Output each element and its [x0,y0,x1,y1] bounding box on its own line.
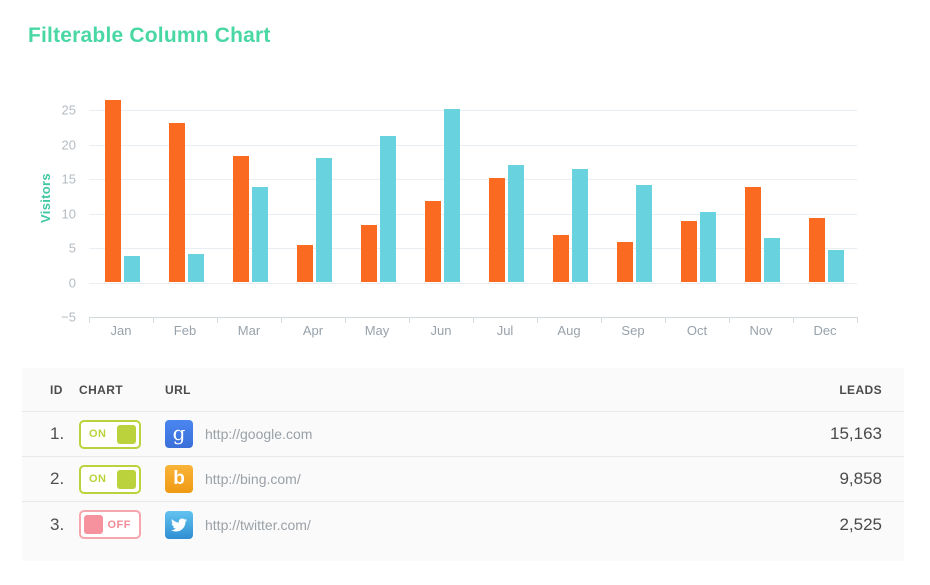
header-id: ID [50,382,63,397]
filter-table: ID CHART URL LEADS 1. ON g http://google… [22,368,904,561]
x-axis-label: Jun [430,323,452,338]
leads-value: 2,525 [839,514,882,534]
column-google-feb[interactable] [169,123,185,283]
leads-value: 9,858 [839,469,882,488]
twitter-bird-glyph [171,517,187,531]
x-axis-tick [793,317,794,323]
gridline [89,248,857,249]
gridline [89,179,857,180]
y-axis-tick-label: 20 [61,137,76,152]
column-google-aug[interactable] [553,234,569,283]
x-axis-label: Jul [496,323,514,338]
column-bing-dec[interactable] [828,250,844,283]
x-axis-label: Nov [749,323,773,338]
header-leads: LEADS [839,382,882,397]
y-axis-tick-label: 5 [68,240,76,256]
column-bing-jul[interactable] [508,165,524,283]
page-title: Filterable Column Chart [28,24,271,47]
y-axis-tick-label: 10 [61,206,76,221]
x-axis-label: Apr [302,323,324,338]
column-bing-feb[interactable] [188,254,204,283]
x-axis-tick [857,317,858,323]
leads-value: 15,163 [830,424,882,443]
x-axis-label: Oct [686,323,708,338]
column-bing-mar[interactable] [252,186,268,283]
toggle-label: ON [89,428,107,440]
x-axis-label: Feb [173,323,197,338]
row-id: 2. [50,469,65,488]
x-axis-label: Jan [110,323,132,338]
x-axis-label: May [364,323,390,338]
table-row: 1. ON g http://google.com 15,163 [22,412,904,457]
column-google-oct[interactable] [681,221,697,283]
x-axis-label: Sep [621,323,645,338]
column-google-nov[interactable] [745,187,761,283]
column-google-mar[interactable] [233,156,249,283]
row-id: 1. [50,424,65,443]
x-axis-tick [537,317,538,323]
column-bing-sep[interactable] [636,185,652,283]
column-bing-aug[interactable] [572,168,588,283]
x-axis-label: Dec [813,323,837,338]
column-google-sep[interactable] [617,242,633,283]
x-axis-tick [473,317,474,323]
column-bing-jun[interactable] [444,109,460,283]
x-axis-tick [281,317,282,323]
x-axis-tick [601,317,602,323]
column-google-apr[interactable] [297,244,313,283]
column-bing-nov[interactable] [764,237,780,283]
x-axis-label: Mar [237,323,261,338]
column-google-dec[interactable] [809,217,825,283]
table-header-row: ID CHART URL LEADS [22,368,904,412]
chart-toggle-bing[interactable]: ON [79,464,141,494]
bing-icon: b [165,465,193,493]
column-bing-apr[interactable] [316,158,332,283]
site-url: http://bing.com/ [205,471,301,487]
y-axis-tick-label: 15 [61,171,76,187]
x-axis-tick [729,317,730,323]
gridline [89,110,857,111]
toggle-knob [117,424,136,444]
x-axis-tick [153,317,154,323]
toggle-knob [84,515,103,534]
y-axis-tick-label: 0 [68,275,76,290]
y-axis-title: Visitors [38,173,53,223]
header-url: URL [165,382,191,397]
column-google-may[interactable] [361,224,377,283]
column-google-jul[interactable] [489,177,505,283]
column-bing-jan[interactable] [124,256,140,283]
toggle-knob [117,469,136,489]
column-google-jan[interactable] [105,100,121,283]
toggle-label: OFF [107,518,131,531]
chart-toggle-google[interactable]: ON [79,419,141,449]
header-chart: CHART [79,382,123,397]
x-axis-tick [89,317,90,323]
twitter-icon [165,510,193,539]
site-url: http://google.com [205,426,313,442]
x-axis-tick [217,317,218,323]
gridline [89,213,857,215]
x-axis-tick [665,317,666,323]
column-chart: Visitors 25 20 15 10 5 0 −5 Jan Feb Mar Apr May Jun J… [0,85,930,360]
row-id: 3. [50,514,65,534]
chart-toggle-twitter[interactable]: OFF [79,510,141,539]
x-axis-label: Aug [557,323,581,338]
google-icon: g [165,420,193,448]
table-row: 3. OFF http://twitter.com/ 2,525 [22,502,904,547]
column-google-jun[interactable] [425,201,441,283]
column-bing-may[interactable] [380,135,396,283]
y-axis-tick-label: −5 [61,309,76,325]
y-axis-tick-label: 25 [61,102,76,118]
x-axis-tick [409,317,410,323]
x-axis-tick [345,317,346,323]
table-row: 2. ON b http://bing.com/ 9,858 [22,457,904,502]
gridline [89,144,857,146]
toggle-label: ON [89,473,107,485]
column-bing-oct[interactable] [700,212,716,283]
site-url: http://twitter.com/ [205,516,311,533]
gridline [89,282,857,284]
